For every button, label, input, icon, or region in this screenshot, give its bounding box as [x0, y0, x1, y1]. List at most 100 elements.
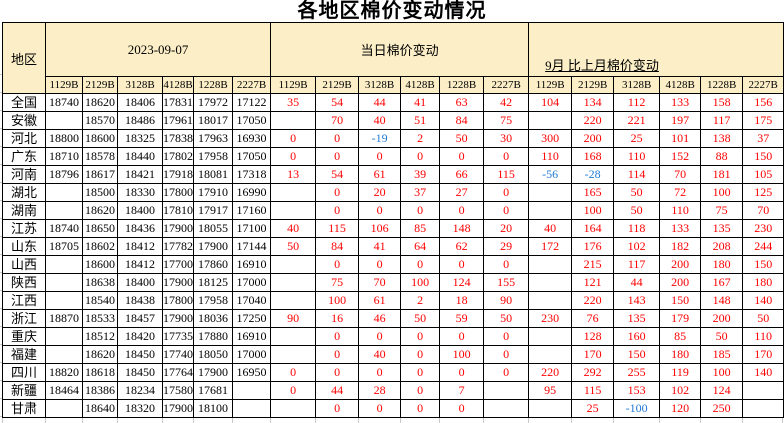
monthly-change-cell: 172	[528, 237, 573, 256]
faint-gridline-stub	[0, 146, 2, 147]
daily-change-cell: 0	[400, 327, 441, 346]
monthly-change-cell: 115	[571, 381, 615, 400]
region-cell: 河北	[2, 129, 46, 148]
price-cell: 18796	[45, 165, 83, 184]
monthly-change-cell: 114	[613, 165, 661, 184]
monthly-change-cell: 138	[700, 129, 744, 148]
monthly-change-cell: 102	[659, 381, 702, 400]
daily-change-cell	[483, 399, 530, 418]
grade-column-header: 3128B	[117, 76, 163, 94]
price-cell: 18050	[193, 345, 233, 364]
daily-change-cell: 100	[315, 291, 360, 310]
monthly-change-cell: 104	[528, 93, 573, 112]
monthly-change-cell	[528, 201, 573, 220]
monthly-change-cell: 50	[700, 327, 744, 346]
daily-change-cell: 75	[483, 111, 530, 130]
monthly-change-cell: 119	[659, 363, 702, 382]
daily-change-cell	[270, 183, 317, 202]
daily-change-cell: 0	[439, 201, 485, 220]
price-cell: 18870	[45, 309, 83, 328]
monthly-change-cell: 150	[659, 291, 702, 310]
price-cell: 18620	[82, 345, 118, 364]
daily-change-cell: 16	[315, 309, 360, 328]
price-cell: 18325	[117, 129, 163, 148]
daily-change-cell: -19	[358, 129, 402, 148]
faint-gridline-stub	[270, 418, 271, 423]
daily-change-cell: 66	[439, 165, 485, 184]
price-cell: 17900	[162, 219, 194, 238]
daily-change-cell	[270, 291, 317, 310]
daily-change-cell: 0	[483, 363, 530, 382]
monthly-change-cell: 102	[613, 237, 661, 256]
price-cell: 17961	[162, 111, 194, 130]
monthly-change-cell: 175	[742, 111, 784, 130]
price-cell: 17050	[231, 147, 272, 166]
daily-change-cell: 115	[483, 165, 530, 184]
daily-change-cell: 0	[358, 147, 402, 166]
price-cell: 17740	[162, 345, 194, 364]
table-row: 福建 18620 18450 17740 18050 17000 0 40 0 100 0 170 15…	[2, 345, 784, 364]
monthly-change-cell: 185	[700, 345, 744, 364]
monthly-change-cell: 215	[571, 255, 615, 274]
table-row: 四川 18820 18618 18450 17764 17900 16950 0 0 0 0 0 0 22…	[2, 363, 784, 382]
table-row: 山西 18600 18412 17700 17860 16910 0 0 0 0 0 215 117 20…	[2, 255, 784, 274]
daily-change-cell: 0	[270, 363, 317, 382]
faint-gridline-stub	[0, 92, 2, 93]
daily-change-cell: 0	[439, 363, 485, 382]
daily-change-cell	[270, 255, 317, 274]
faint-gridline-stub	[0, 308, 2, 309]
faint-gridline-stub	[0, 218, 2, 219]
grade-column-header: 2227B	[483, 76, 530, 94]
price-cell: 17900	[162, 309, 194, 328]
faint-gridline-stub	[0, 290, 2, 291]
page-title: 各地区棉价变动情况	[297, 0, 487, 22]
price-cell: 17100	[231, 219, 272, 238]
daily-change-cell: 0	[400, 345, 441, 364]
daily-change-cell: 44	[358, 93, 402, 112]
group-header-daily-change: 当日棉价变动	[270, 22, 530, 77]
daily-change-cell: 18	[439, 291, 485, 310]
monthly-change-cell: 170	[742, 345, 784, 364]
price-cell: 16910	[231, 255, 272, 274]
price-cell: 18436	[117, 219, 163, 238]
monthly-change-cell: 140	[742, 291, 784, 310]
table-row: 河南 18796 18617 18421 17918 18081 17318 13 54 61 39…	[2, 165, 784, 184]
price-cell: 17764	[162, 363, 194, 382]
cotton-price-table: 地区 2023-09-07 当日棉价变动 9月 比上月棉价变动 1129B 212…	[2, 22, 784, 418]
region-cell: 江苏	[2, 219, 46, 238]
price-cell: 16950	[231, 363, 272, 382]
faint-gridline-stub	[782, 418, 783, 423]
daily-change-cell: 54	[315, 93, 360, 112]
daily-change-cell: 63	[439, 93, 485, 112]
monthly-change-cell	[528, 327, 573, 346]
price-cell	[45, 183, 83, 202]
region-cell: 湖南	[2, 201, 46, 220]
daily-change-cell: 115	[315, 219, 360, 238]
monthly-change-cell: 101	[659, 129, 702, 148]
monthly-change-cell: 150	[742, 255, 784, 274]
daily-change-cell: 41	[358, 237, 402, 256]
monthly-change-cell: 292	[571, 363, 615, 382]
price-cell	[45, 201, 83, 220]
monthly-change-cell: 182	[659, 237, 702, 256]
region-cell: 山东	[2, 237, 46, 256]
monthly-change-cell: 135	[613, 309, 661, 328]
daily-change-cell	[270, 345, 317, 364]
region-cell: 山西	[2, 255, 46, 274]
faint-gridline-stub	[358, 418, 359, 423]
monthly-change-cell: 156	[742, 93, 784, 112]
faint-gridline-stub	[0, 344, 2, 345]
price-cell: 17958	[193, 147, 233, 166]
group-header-date: 2023-09-07	[44, 22, 272, 77]
table-row: 湖南 18620 18400 17810 17917 17160 0 0 0 0 0 100 50 110…	[2, 201, 784, 220]
price-cell: 18450	[117, 345, 163, 364]
price-cell: 18234	[117, 381, 163, 400]
price-cell: 18650	[82, 219, 118, 238]
daily-change-cell: 54	[315, 165, 360, 184]
table-row: 安徽 18570 18486 17961 18017 17050 70 40 51 84 75 220…	[2, 111, 784, 130]
daily-change-cell: 20	[483, 219, 530, 238]
faint-gridline-stub	[528, 418, 529, 423]
price-cell	[231, 399, 272, 418]
price-cell: 18457	[117, 309, 163, 328]
price-cell: 17040	[231, 291, 272, 310]
